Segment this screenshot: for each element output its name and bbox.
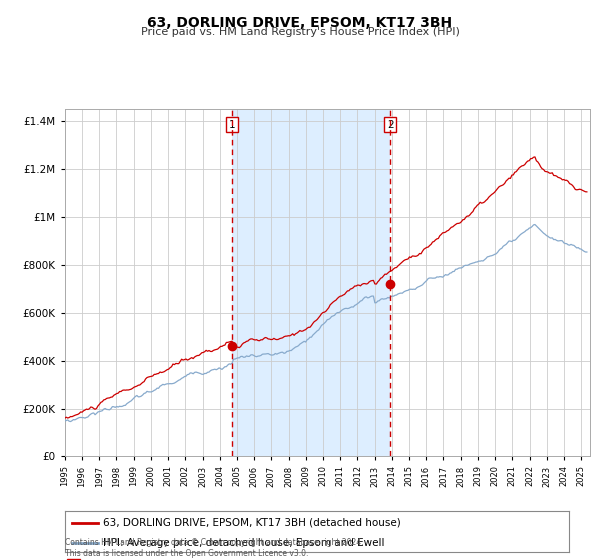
Text: 2: 2 — [387, 120, 394, 130]
Text: HPI: Average price, detached house, Epsom and Ewell: HPI: Average price, detached house, Epso… — [103, 538, 384, 548]
Bar — [232, 109, 391, 456]
Text: Price paid vs. HM Land Registry's House Price Index (HPI): Price paid vs. HM Land Registry's House … — [140, 27, 460, 37]
Text: 63, DORLING DRIVE, EPSOM, KT17 3BH (detached house): 63, DORLING DRIVE, EPSOM, KT17 3BH (deta… — [103, 518, 400, 528]
Text: 1: 1 — [229, 120, 236, 130]
Text: Contains HM Land Registry data © Crown copyright and database right 2024.
This d: Contains HM Land Registry data © Crown c… — [65, 538, 364, 558]
Text: 63, DORLING DRIVE, EPSOM, KT17 3BH: 63, DORLING DRIVE, EPSOM, KT17 3BH — [148, 16, 452, 30]
